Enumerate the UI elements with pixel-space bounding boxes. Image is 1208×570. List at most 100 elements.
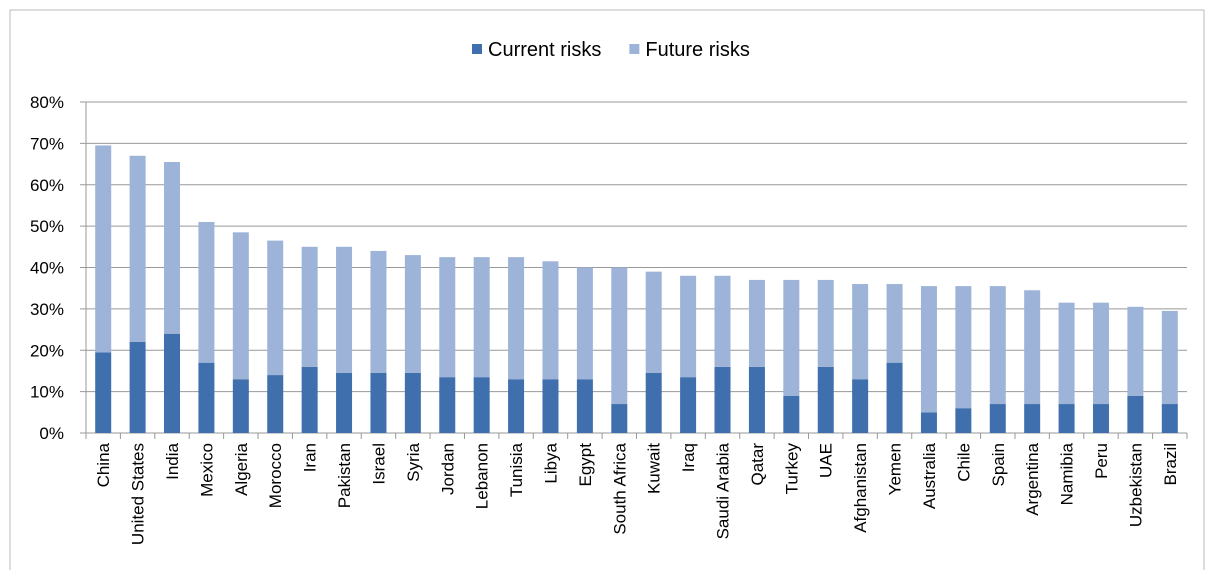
bar-segment <box>129 341 146 433</box>
bar-segment <box>473 257 490 378</box>
bar-segment <box>645 271 662 374</box>
x-tick-label: South Africa <box>610 442 629 534</box>
x-tick-label: Afghanistan <box>851 443 870 533</box>
bar-segment <box>542 379 559 433</box>
x-tick-label: Uzbekistan <box>1126 443 1145 527</box>
bar-segment <box>198 362 215 433</box>
bar-segment <box>680 275 697 378</box>
bar-segment <box>714 275 731 367</box>
bar-segment <box>198 221 215 363</box>
x-tick-label: Qatar <box>748 443 767 486</box>
legend-swatch <box>629 44 640 54</box>
bar-segment <box>680 377 697 433</box>
bar-segment <box>783 279 800 396</box>
x-tick-label: Egypt <box>576 443 595 487</box>
bar-segment <box>714 366 731 433</box>
x-tick-label: India <box>163 442 182 479</box>
bar-segment <box>404 255 421 374</box>
bar-segment <box>164 333 181 433</box>
x-tick-label: United States <box>129 443 148 545</box>
bar-segment <box>232 232 249 380</box>
bar-segment <box>817 366 834 433</box>
chart-border <box>9 9 1205 570</box>
x-tick-label: Jordan <box>438 443 457 495</box>
bar-segment <box>508 257 525 380</box>
bar-segment <box>1092 404 1109 433</box>
bar-segment <box>542 261 559 380</box>
bar-segment <box>920 412 937 433</box>
bar-segment <box>370 250 387 374</box>
bar-segment <box>1127 306 1144 396</box>
bar-segment <box>748 366 765 433</box>
bar-segment <box>232 379 249 433</box>
bar-segment <box>989 404 1006 433</box>
y-tick-label: 0% <box>39 424 64 443</box>
bar-segment <box>439 257 456 378</box>
bar-segment <box>370 373 387 433</box>
bar-segment <box>1161 310 1178 405</box>
x-tick-label: Kuwait <box>645 443 664 494</box>
bar-segment <box>439 377 456 433</box>
x-tick-label: Morocco <box>266 443 285 508</box>
legend-swatch <box>472 44 482 54</box>
x-tick-label: Mexico <box>197 443 216 497</box>
bar-segment <box>267 240 284 376</box>
bar-segment <box>852 284 869 380</box>
bar-segment <box>164 161 181 334</box>
bar-segment <box>576 379 593 433</box>
bar-segment <box>95 352 112 433</box>
y-tick-label: 20% <box>30 341 64 360</box>
x-tick-label: Iraq <box>679 443 698 472</box>
bar-segment <box>920 286 937 413</box>
bar-segment <box>645 373 662 433</box>
bar-segment <box>508 379 525 433</box>
bar-segment <box>886 284 903 363</box>
bar-segment <box>611 267 628 405</box>
x-tick-label: Algeria <box>232 442 251 495</box>
bar-segment <box>748 279 765 367</box>
x-tick-label: Pakistan <box>335 443 354 508</box>
bar-segment <box>783 395 800 433</box>
y-tick-label: 50% <box>30 217 64 236</box>
x-tick-label: Brazil <box>1161 443 1180 486</box>
bar-segment <box>576 267 593 380</box>
bar-segment <box>336 373 353 433</box>
bar-segment <box>817 279 834 367</box>
bar-segment <box>301 246 318 367</box>
bar-segment <box>955 286 972 409</box>
x-tick-label: Turkey <box>782 443 801 495</box>
x-tick-label: Syria <box>404 442 423 481</box>
x-tick-label: UAE <box>817 443 836 478</box>
bar-segment <box>336 246 353 374</box>
bar-segment <box>1092 302 1109 405</box>
x-tick-label: Peru <box>1092 443 1111 479</box>
bar-segment <box>989 286 1006 405</box>
bar-segment <box>301 366 318 433</box>
x-tick-label: Saudi Arabia <box>714 442 733 539</box>
y-tick-label: 40% <box>30 259 64 278</box>
bar-segment <box>1127 395 1144 433</box>
bar-segment <box>1058 404 1075 433</box>
bar-segment <box>852 379 869 433</box>
x-tick-label: Iran <box>301 443 320 472</box>
bar-segment <box>611 404 628 433</box>
bar-segment <box>473 377 490 433</box>
x-tick-label: Libya <box>541 442 560 483</box>
x-tick-label: Australia <box>920 442 939 509</box>
legend-label: Future risks <box>645 39 749 61</box>
legend-label: Current risks <box>488 39 601 61</box>
y-tick-label: 80% <box>30 93 64 112</box>
x-tick-label: China <box>94 442 113 487</box>
x-tick-label: Tunisia <box>507 442 526 497</box>
x-tick-label: Israel <box>369 443 388 485</box>
bar-segment <box>267 375 284 433</box>
bar-segment <box>1161 404 1178 433</box>
x-tick-label: Lebanon <box>473 443 492 509</box>
y-tick-label: 30% <box>30 300 64 319</box>
x-tick-label: Yemen <box>886 443 905 495</box>
bar-segment <box>404 373 421 433</box>
y-tick-label: 60% <box>30 176 64 195</box>
x-tick-label: Spain <box>989 443 1008 486</box>
x-tick-label: Argentina <box>1023 442 1042 515</box>
